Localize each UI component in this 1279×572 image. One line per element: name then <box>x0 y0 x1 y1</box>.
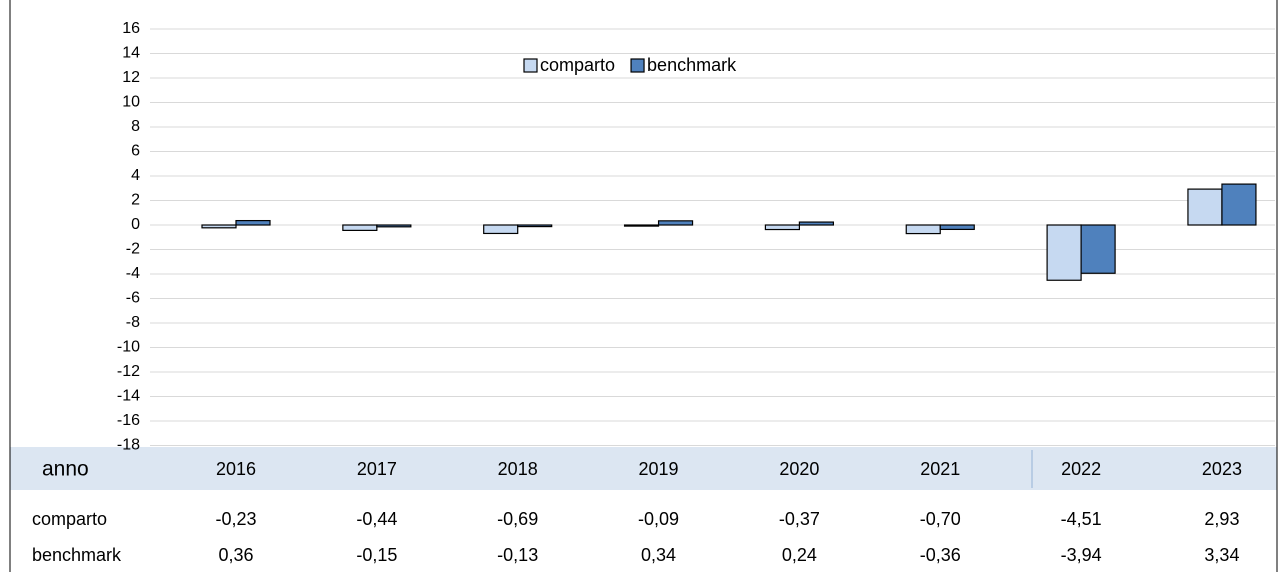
x-category-label: 2020 <box>779 459 819 479</box>
y-tick-label: -18 <box>117 437 140 454</box>
y-tick-label: -16 <box>117 412 140 429</box>
table-value: 0,36 <box>218 545 253 565</box>
y-tick-label: -12 <box>117 363 140 380</box>
table-value: -0,09 <box>638 509 679 529</box>
x-category-label: 2021 <box>920 459 960 479</box>
bar <box>1046 224 1082 281</box>
y-tick-label: 12 <box>122 69 140 86</box>
y-tick-label: -14 <box>117 388 140 405</box>
y-tick-label: 10 <box>122 94 140 111</box>
y-tick-label: -8 <box>126 314 140 331</box>
y-tick-label: 14 <box>122 45 140 62</box>
y-tick-label: 0 <box>131 216 140 233</box>
table-value: -0,15 <box>356 545 397 565</box>
table-value: -0,36 <box>920 545 961 565</box>
y-tick-label: 8 <box>131 118 140 135</box>
table-value: -0,13 <box>497 545 538 565</box>
bar <box>1221 183 1257 226</box>
bar <box>235 219 271 226</box>
bar <box>623 224 660 227</box>
bar <box>376 224 412 228</box>
table-value: -0,37 <box>779 509 820 529</box>
bar <box>764 224 801 231</box>
table-header-band <box>10 447 1277 490</box>
y-tick-label: -10 <box>117 339 140 356</box>
y-tick-label: 6 <box>131 143 140 160</box>
table-value: -0,70 <box>920 509 961 529</box>
legend-label: comparto <box>540 55 615 75</box>
table-row-label: benchmark <box>32 545 122 565</box>
bar <box>483 224 519 235</box>
x-category-label: 2018 <box>498 459 538 479</box>
x-category-label: 2019 <box>639 459 679 479</box>
bar <box>1187 188 1223 226</box>
bar <box>517 224 553 228</box>
legend-swatch <box>630 58 645 73</box>
table-row-label: comparto <box>32 509 107 529</box>
legend-label: benchmark <box>647 55 737 75</box>
bar <box>201 224 237 229</box>
table-value: -0,23 <box>215 509 256 529</box>
bar <box>342 224 378 231</box>
x-category-label: 2017 <box>357 459 397 479</box>
y-tick-label: -6 <box>126 290 140 307</box>
table-value: 0,34 <box>641 545 676 565</box>
legend-swatch <box>523 58 538 73</box>
table-value: 0,24 <box>782 545 817 565</box>
bar <box>905 224 941 235</box>
bar <box>657 220 694 226</box>
table-value: 3,34 <box>1204 545 1239 565</box>
table-value: -4,51 <box>1061 509 1102 529</box>
table-value: -3,94 <box>1061 545 1102 565</box>
table-value: -0,44 <box>356 509 397 529</box>
x-category-label: 2023 <box>1202 459 1242 479</box>
x-category-label: 2022 <box>1061 459 1101 479</box>
bar <box>798 221 835 226</box>
y-tick-label: 4 <box>131 167 140 184</box>
bar <box>1080 224 1116 274</box>
table-value: 2,93 <box>1204 509 1239 529</box>
bar <box>939 224 975 231</box>
table-value: -0,69 <box>497 509 538 529</box>
y-tick-label: -4 <box>126 265 140 282</box>
y-tick-label: -2 <box>126 241 140 258</box>
x-category-label: 2016 <box>216 459 256 479</box>
y-tick-label: 16 <box>122 20 140 37</box>
table-header-label: anno <box>42 458 89 481</box>
y-tick-label: 2 <box>131 192 140 209</box>
